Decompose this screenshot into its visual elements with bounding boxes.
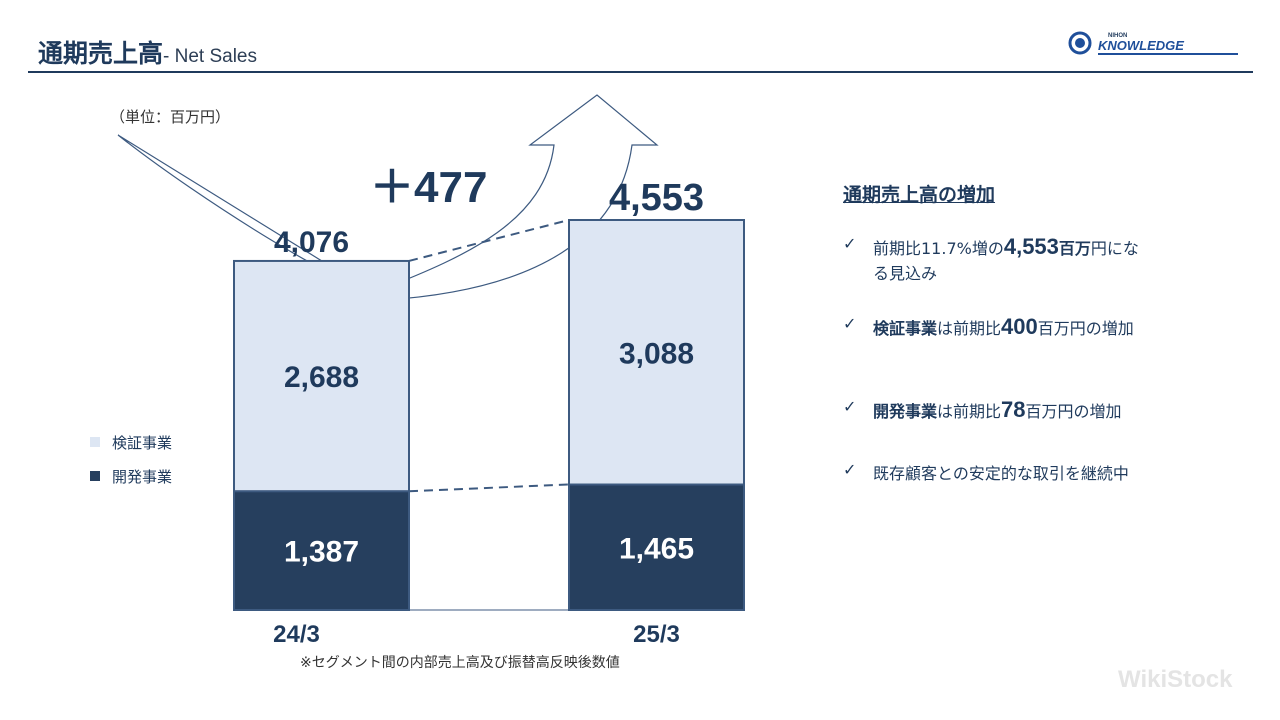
watermark: WikiStock <box>1118 666 1233 693</box>
bar-development <box>233 490 410 612</box>
footnote: ※セグメント間の内部売上高及び振替高反映後数値 <box>300 655 620 671</box>
bullet-pre: は前期比 <box>937 319 1002 338</box>
bullet-post: 百万円の増加 <box>1037 319 1134 338</box>
summary-bullet: ✓ 開発事業は前期比78百万円の増加 <box>843 397 1122 423</box>
bullet-value: 400 <box>1001 314 1038 339</box>
bar-development <box>568 483 745 612</box>
legend: 検証事業 開発事業 <box>90 432 172 500</box>
legend-item-verification: 検証事業 <box>90 432 172 452</box>
title-main: 通期売上高 <box>38 39 164 68</box>
page-title: 通期売上高- Net Sales <box>38 34 257 70</box>
bullet-post: 百万円の増加 <box>1025 402 1122 421</box>
legend-swatch-light <box>90 437 100 447</box>
data-label-verification: 2,688 <box>284 361 359 394</box>
bar-verification <box>568 219 745 486</box>
logo-small-text: NIHON <box>1108 33 1127 39</box>
summary-bullet: ✓ 既存顧客との安定的な取引を継続中 <box>843 460 1129 484</box>
bullet-line2: る見込み <box>873 264 938 283</box>
data-label-verification: 3,088 <box>619 337 694 370</box>
category-label: 25/3 <box>633 621 680 648</box>
category-label: 24/3 <box>273 621 320 648</box>
data-label-development: 1,387 <box>284 536 359 569</box>
legend-item-development: 開発事業 <box>90 466 172 486</box>
title-subtitle: - Net Sales <box>163 46 257 67</box>
bullet-value: 4,553 <box>1003 234 1059 259</box>
increase-label: ＋477 <box>370 163 487 212</box>
bullet-pre: は前期比 <box>937 402 1002 421</box>
growth-arrow <box>117 94 659 301</box>
bullet-segment: 検証事業 <box>873 319 938 338</box>
bullet-text: 前期比11.7%増の4,553百万円にな る見込み <box>873 234 1139 284</box>
logo-main-text: KNOWLEDGE <box>1098 38 1184 53</box>
bar-verification <box>233 259 410 493</box>
bullet-segment: 開発事業 <box>873 402 938 421</box>
bullet-value: 78 <box>1001 397 1026 422</box>
bullet-pre: 前期比11.7%増の <box>873 239 1004 258</box>
summary-bullet: ✓ 検証事業は前期比400百万円の増加 <box>843 314 1134 340</box>
summary-bullet: ✓ 前期比11.7%増の4,553百万円にな る見込み <box>843 234 1139 284</box>
bullet-post: 円にな <box>1090 239 1139 258</box>
bullet-text: 検証事業は前期比400百万円の増加 <box>873 314 1134 340</box>
total-label: 4,553 <box>609 177 704 219</box>
title-divider <box>28 71 1253 73</box>
unit-label: （単位：百万円） <box>110 108 231 126</box>
data-label-development: 1,465 <box>619 532 694 565</box>
check-icon: ✓ <box>843 397 857 416</box>
company-logo: NIHON KNOWLEDGE <box>1068 31 1238 55</box>
summary-heading: 通期売上高の増加 <box>843 184 996 206</box>
bullet-unit: 百万 <box>1058 239 1091 258</box>
check-icon: ✓ <box>843 314 857 333</box>
bullet-text: 既存顧客との安定的な取引を継続中 <box>873 464 1129 483</box>
legend-label: 検証事業 <box>112 433 173 452</box>
connector-development <box>408 483 570 493</box>
summary-panel: 通期売上高の増加 ✓ 前期比11.7%増の4,553百万円にな る見込み ✓ 検… <box>843 180 1203 483</box>
legend-label: 開発事業 <box>112 467 173 486</box>
connector-total <box>408 219 570 262</box>
bullet-text: 開発事業は前期比78百万円の増加 <box>873 397 1122 423</box>
legend-swatch-dark <box>90 471 100 481</box>
check-icon: ✓ <box>843 460 857 479</box>
check-icon: ✓ <box>843 234 857 253</box>
total-label: 4,076 <box>274 226 349 259</box>
